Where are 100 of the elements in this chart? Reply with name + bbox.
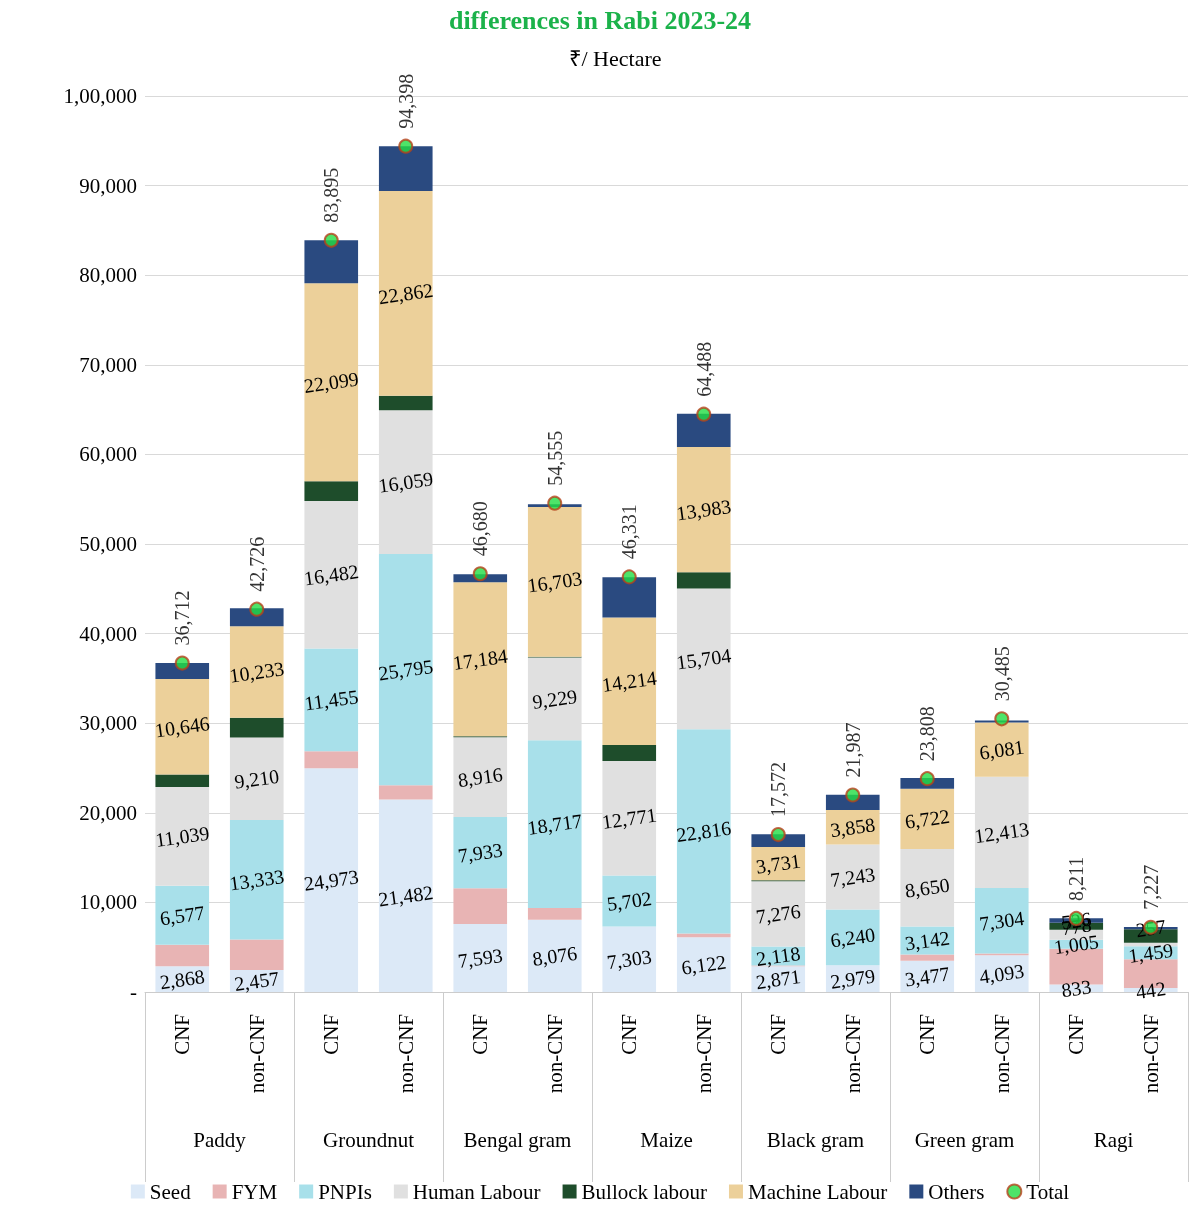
chart-title: differences in Rabi 2023-24 [448,5,752,35]
data-label: 21,482 [377,881,435,911]
data-label: 10,646 [153,712,211,742]
data-label: 9,229 [530,684,579,713]
data-label: 42,726 [245,536,268,592]
data-label: 18,717 [526,809,584,839]
data-label: 3,731 [754,849,803,878]
data-label: 3,858 [828,813,877,842]
x-tick-label: CNF [170,1014,195,1055]
y-tick-label: 1,00,000 [63,84,137,108]
data-label: 14,214 [600,666,658,696]
text: Green gram [914,1128,1015,1152]
data-label: 6,577 [158,901,207,930]
data-label: 11,455 [302,685,360,715]
data-label: 8,076 [530,941,579,970]
legend-label: Others [928,1179,985,1204]
data-label: 6,122 [679,950,728,979]
x-tick-label: non-CNF [393,1014,418,1094]
data-label: 6,081 [977,735,1026,764]
y-tick-label: 70,000 [79,352,137,377]
data-label: 2,868 [158,965,207,994]
data-label: 17,572 [767,762,790,818]
data-label: 2,979 [828,964,877,993]
data-label: 12,413 [973,817,1031,848]
data-label: 22,816 [675,816,733,847]
data-label: 3,477 [903,962,952,991]
data-label: 7,276 [754,899,803,928]
data-label: 15,704 [675,644,733,674]
data-label: 17,184 [451,644,509,674]
data-label: 13,983 [675,494,733,525]
legend-label: Human Labour [412,1179,541,1204]
text: Black gram [766,1128,865,1152]
x-tick-label: non-CNF [989,1014,1014,1094]
data-label: 22,099 [302,367,360,397]
data-label: 12,771 [600,803,658,833]
data-label: 10,233 [228,657,286,687]
data-label: 3,142 [903,926,952,955]
x-tick-label: CNF [319,1014,344,1055]
data-label: 24,973 [302,865,360,895]
data-label: 83,895 [320,167,343,223]
y-tick-label: 60,000 [79,442,137,467]
text: Ragi [1093,1128,1134,1152]
x-tick-label: non-CNF [542,1014,567,1094]
text: Bengal gram [463,1128,572,1152]
x-tick-label: non-CNF [244,1014,269,1094]
y-tick-label: 90,000 [79,173,137,198]
data-label: 94,398 [394,73,417,129]
legend-label: Total [1026,1179,1070,1204]
data-label: 4,093 [977,959,1026,988]
data-label: 22,862 [377,278,435,309]
x-tick-label: CNF [468,1014,493,1055]
data-label: 8,916 [456,763,505,792]
legend-label: Seed [149,1179,192,1204]
y-tick-label: - [130,980,137,1004]
data-label: 11,039 [153,821,211,852]
data-label: 7,227 [1139,864,1162,910]
data-label: 5,702 [605,887,654,916]
data-label: 7,303 [605,945,654,974]
data-label: 7,933 [456,838,505,867]
data-label: 46,331 [618,504,641,560]
data-label: 9,210 [232,764,281,793]
data-label: 13,333 [228,865,286,895]
data-label: 46,680 [469,501,492,557]
data-label: 54,555 [543,430,566,486]
data-label: 23,808 [916,706,939,762]
text: Paddy [193,1128,247,1152]
data-label: 2,457 [232,966,281,996]
data-label: 64,488 [692,341,715,397]
data-label: 16,703 [526,567,584,597]
data-label: 6,240 [828,923,877,952]
data-label: 25,795 [377,654,435,685]
y-tick-label: 30,000 [79,711,137,736]
legend-label: PNPIs [318,1179,372,1204]
data-label: 21,987 [841,722,864,778]
legend-label: Bullock labour [581,1179,707,1204]
y-tick-label: 40,000 [79,621,137,646]
data-label: 8,650 [903,873,952,902]
legend-label: FYM [231,1179,278,1204]
y-tick-label: 50,000 [79,532,137,556]
chart-subtitle: ₹/ Hectare [568,45,662,71]
x-tick-label: CNF [1064,1014,1089,1055]
text: Groundnut [323,1128,415,1152]
text: Maize [640,1128,693,1152]
data-label: 7,243 [828,862,877,891]
legend-label: Machine Labour [747,1179,888,1204]
data-label: 7,304 [977,906,1026,935]
data-label: 16,059 [377,467,435,497]
data-label: 7,593 [456,943,505,972]
data-label: 30,485 [990,646,1013,702]
data-label: 6,722 [903,804,952,833]
data-label: 833 [1059,975,1093,1002]
x-tick-label: CNF [766,1014,791,1055]
x-tick-label: CNF [617,1014,642,1055]
data-label: 8,211 [1065,856,1088,901]
y-tick-label: 10,000 [79,890,137,915]
data-label: 16,482 [302,560,360,590]
x-tick-label: non-CNF [1138,1014,1163,1094]
data-label: 442 [1134,977,1168,1003]
x-tick-label: non-CNF [840,1014,865,1094]
y-tick-label: 20,000 [79,800,137,825]
